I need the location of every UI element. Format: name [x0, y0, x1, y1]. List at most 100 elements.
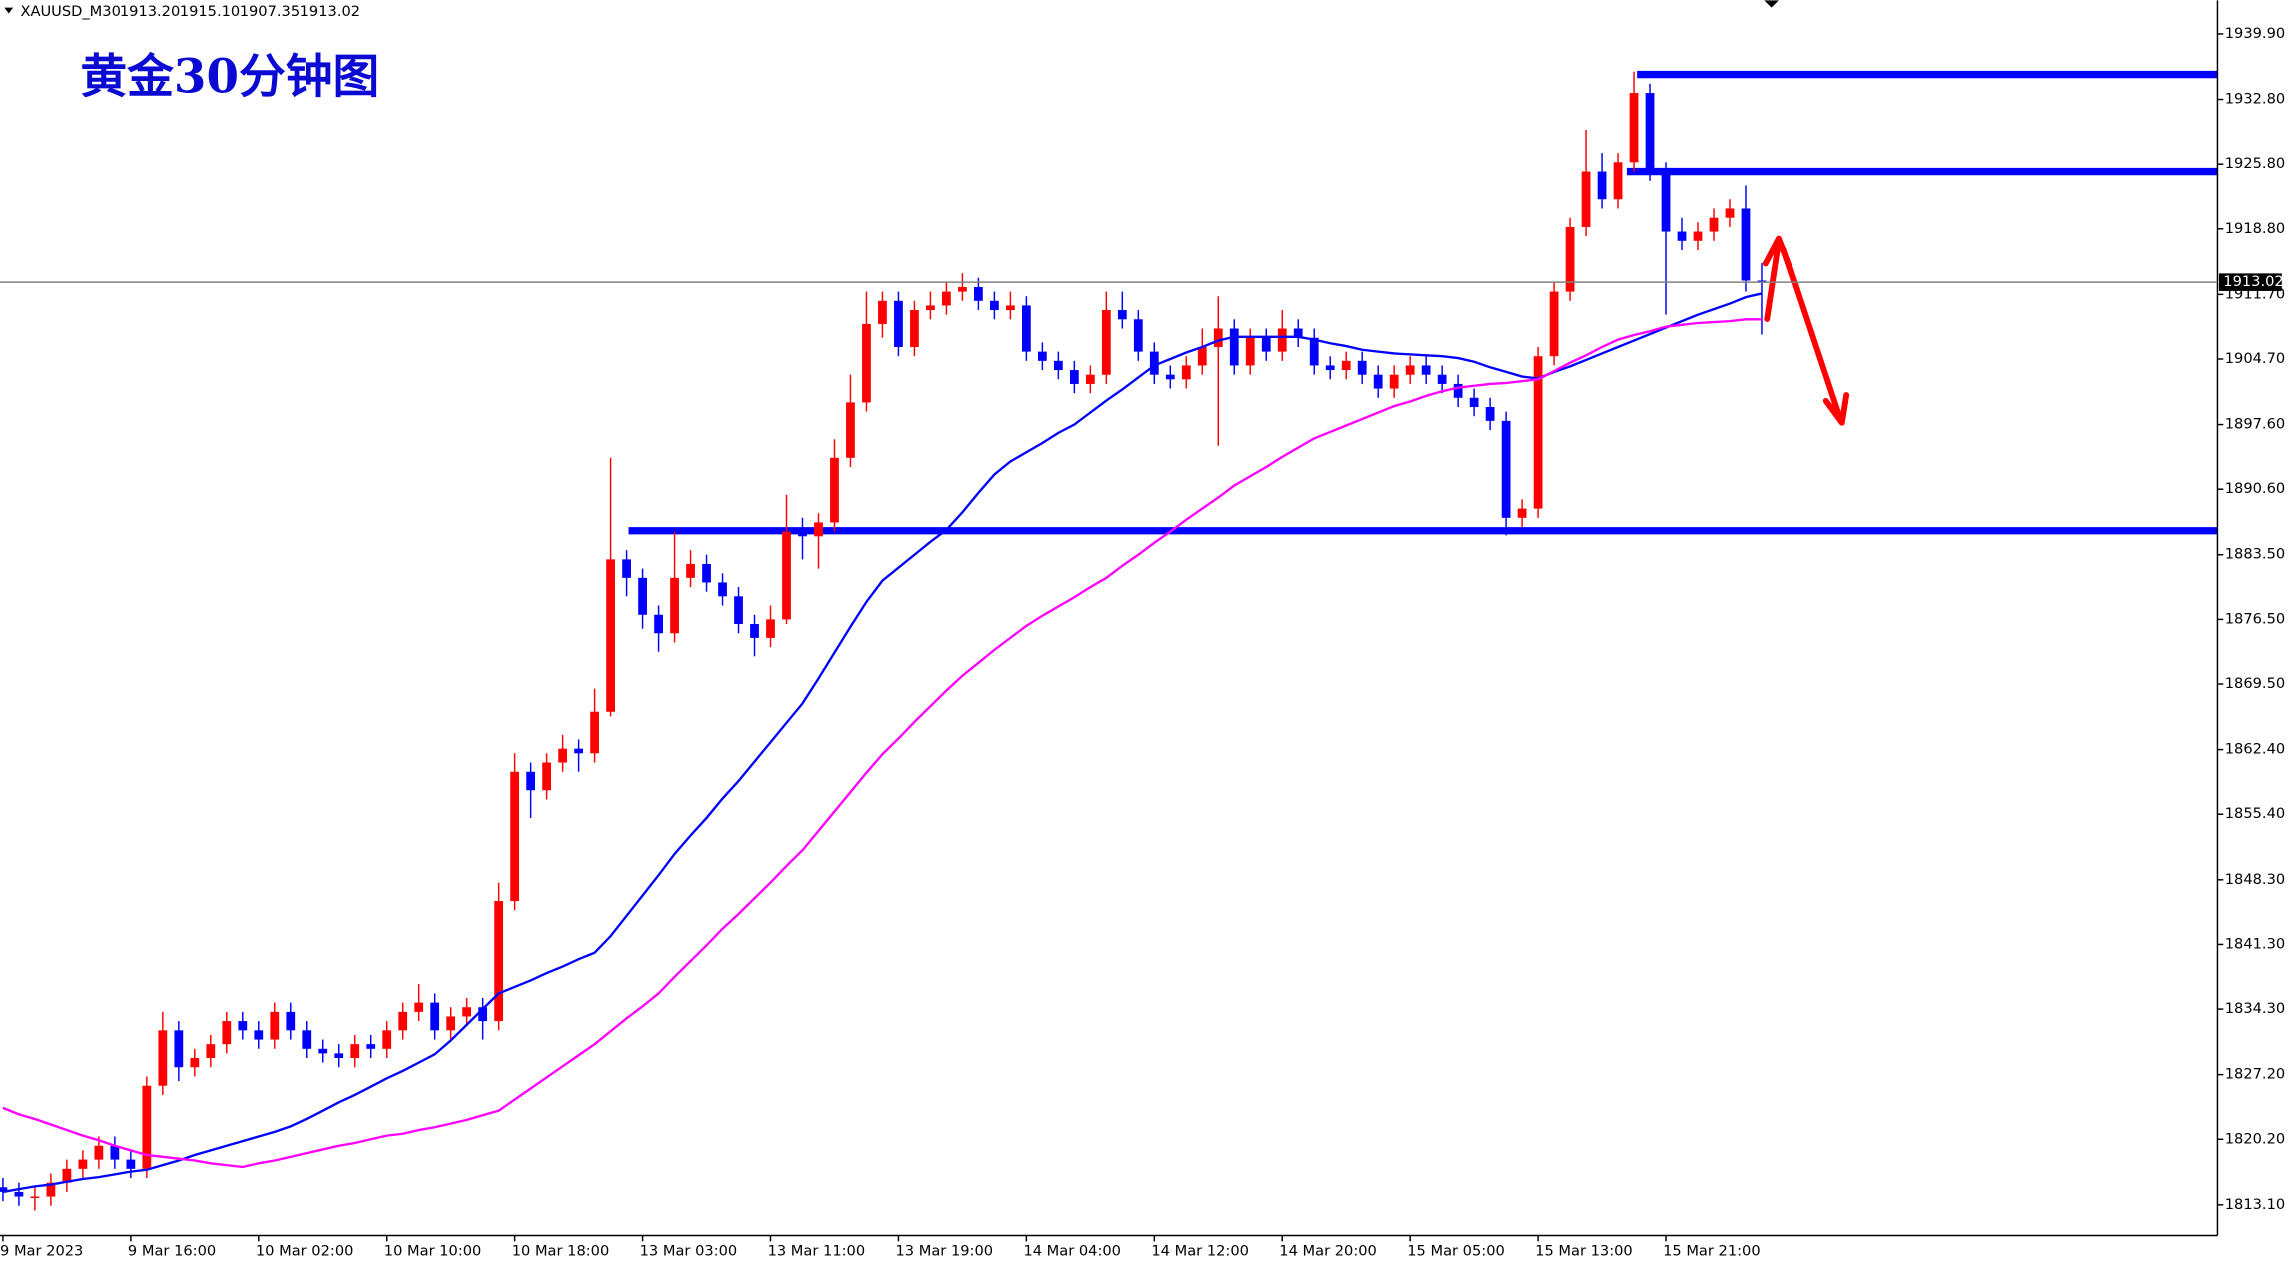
candle-body	[830, 457, 839, 523]
candle-body	[1613, 162, 1623, 200]
candle-body	[1357, 360, 1367, 375]
candle-body	[750, 624, 759, 638]
x-tick-label: 13 Mar 11:00	[768, 1243, 866, 1260]
candle-body	[1197, 346, 1207, 366]
candle-body	[238, 1021, 248, 1031]
candle-body	[670, 577, 679, 634]
y-tick-label: 1925.80	[2225, 155, 2285, 172]
candle-body	[1757, 280, 1767, 283]
candle-body	[286, 1011, 296, 1031]
x-tick-label: 15 Mar 13:00	[1535, 1243, 1633, 1260]
candle-body	[1469, 397, 1479, 408]
ohlc-value: 1913.20	[120, 3, 180, 20]
candle-body	[526, 771, 536, 791]
x-tick-label: 10 Mar 10:00	[384, 1243, 482, 1260]
last-price-box	[2218, 273, 2282, 291]
candle-body	[382, 1030, 392, 1049]
candle-body	[1517, 508, 1527, 518]
moving-average	[2, 292, 1763, 1194]
y-tick-label: 1855.40	[2225, 805, 2285, 822]
ohlc-value: 1915.10	[180, 3, 240, 20]
candle-body	[910, 310, 919, 347]
candle-body	[1373, 374, 1383, 389]
candle-body	[1037, 351, 1047, 361]
candle-body	[990, 300, 999, 311]
candle-body	[1549, 291, 1559, 357]
candle-body	[1277, 328, 1287, 352]
candle-body	[110, 1145, 120, 1160]
menu-triangle	[4, 7, 14, 14]
x-tick-label: 13 Mar 19:00	[896, 1243, 994, 1260]
x-tick-label: 9 Mar 16:00	[128, 1243, 216, 1260]
arrow-down	[1780, 245, 1844, 423]
candle-body	[798, 531, 807, 537]
candle-body	[270, 1011, 280, 1040]
last-price-label: 1913.02	[2223, 273, 2283, 290]
x-tick-label: 14 Mar 04:00	[1023, 1243, 1121, 1260]
candle-body	[1245, 337, 1255, 366]
y-tick-label: 1876.50	[2225, 610, 2285, 627]
candle-body	[1693, 231, 1703, 241]
x-tick-label: 9 Mar 2023	[0, 1243, 83, 1260]
y-tick-label: 1904.70	[2225, 350, 2285, 367]
candle-body	[1117, 310, 1127, 320]
candle-body	[1661, 171, 1671, 232]
y-tick-label: 1932.80	[2225, 91, 2285, 108]
candle-body	[846, 402, 855, 458]
x-tick-label: 15 Mar 21:00	[1663, 1243, 1761, 1260]
candle-body	[254, 1030, 264, 1040]
candle-body	[94, 1145, 104, 1160]
candle-body	[1533, 356, 1543, 509]
candle-body	[1453, 383, 1463, 398]
y-tick-label: 1918.80	[2225, 220, 2285, 237]
candle-body	[622, 559, 631, 578]
candle-body	[366, 1044, 376, 1049]
candle-body	[942, 291, 951, 306]
candle-body	[1677, 231, 1687, 241]
candle-body	[1261, 337, 1271, 352]
candle-body	[190, 1058, 200, 1068]
candle-body	[958, 286, 967, 292]
y-tick-label: 1848.30	[2225, 871, 2285, 888]
candle-body	[0, 1187, 8, 1192]
candle-body	[1629, 93, 1639, 163]
arrow-up	[1764, 238, 1782, 322]
candle-body	[318, 1048, 328, 1054]
candle-body	[398, 1011, 408, 1031]
candle-body	[1181, 365, 1191, 380]
candle-body	[510, 771, 520, 902]
candle-body	[1405, 365, 1415, 375]
candle-body	[1645, 93, 1655, 172]
candle-body	[78, 1159, 88, 1169]
candle-body	[574, 748, 583, 754]
chart-title: 黄金30分钟图	[80, 50, 379, 105]
candle-body	[1437, 374, 1447, 384]
candle-body	[1325, 365, 1335, 371]
candle-body	[1213, 328, 1223, 347]
x-tick-label: 14 Mar 12:00	[1151, 1243, 1249, 1260]
x-tick-label: 10 Mar 18:00	[512, 1243, 610, 1260]
candle-body	[878, 300, 887, 324]
y-tick-label: 1939.90	[2225, 25, 2285, 42]
candle-body	[1709, 217, 1719, 232]
candle-body	[1565, 226, 1575, 292]
arrow-down-head	[1822, 392, 1850, 426]
candle-body	[142, 1085, 152, 1169]
candle-body	[414, 1002, 424, 1012]
candle-body	[1133, 319, 1143, 352]
candle-body	[158, 1030, 168, 1086]
candle-body	[430, 1002, 440, 1031]
candle-body	[734, 596, 743, 625]
candle-body	[1165, 374, 1175, 380]
candle-body	[558, 748, 568, 763]
candle-body	[686, 563, 695, 578]
candle-body	[926, 305, 935, 311]
candle-body	[126, 1159, 136, 1169]
candle-body	[1581, 171, 1591, 227]
x-tick-label: 14 Mar 20:00	[1279, 1243, 1377, 1260]
y-tick-label: 1862.40	[2225, 741, 2285, 758]
candle-body	[14, 1191, 24, 1197]
candle-body	[606, 559, 615, 712]
y-tick-label: 1883.50	[2225, 546, 2285, 563]
